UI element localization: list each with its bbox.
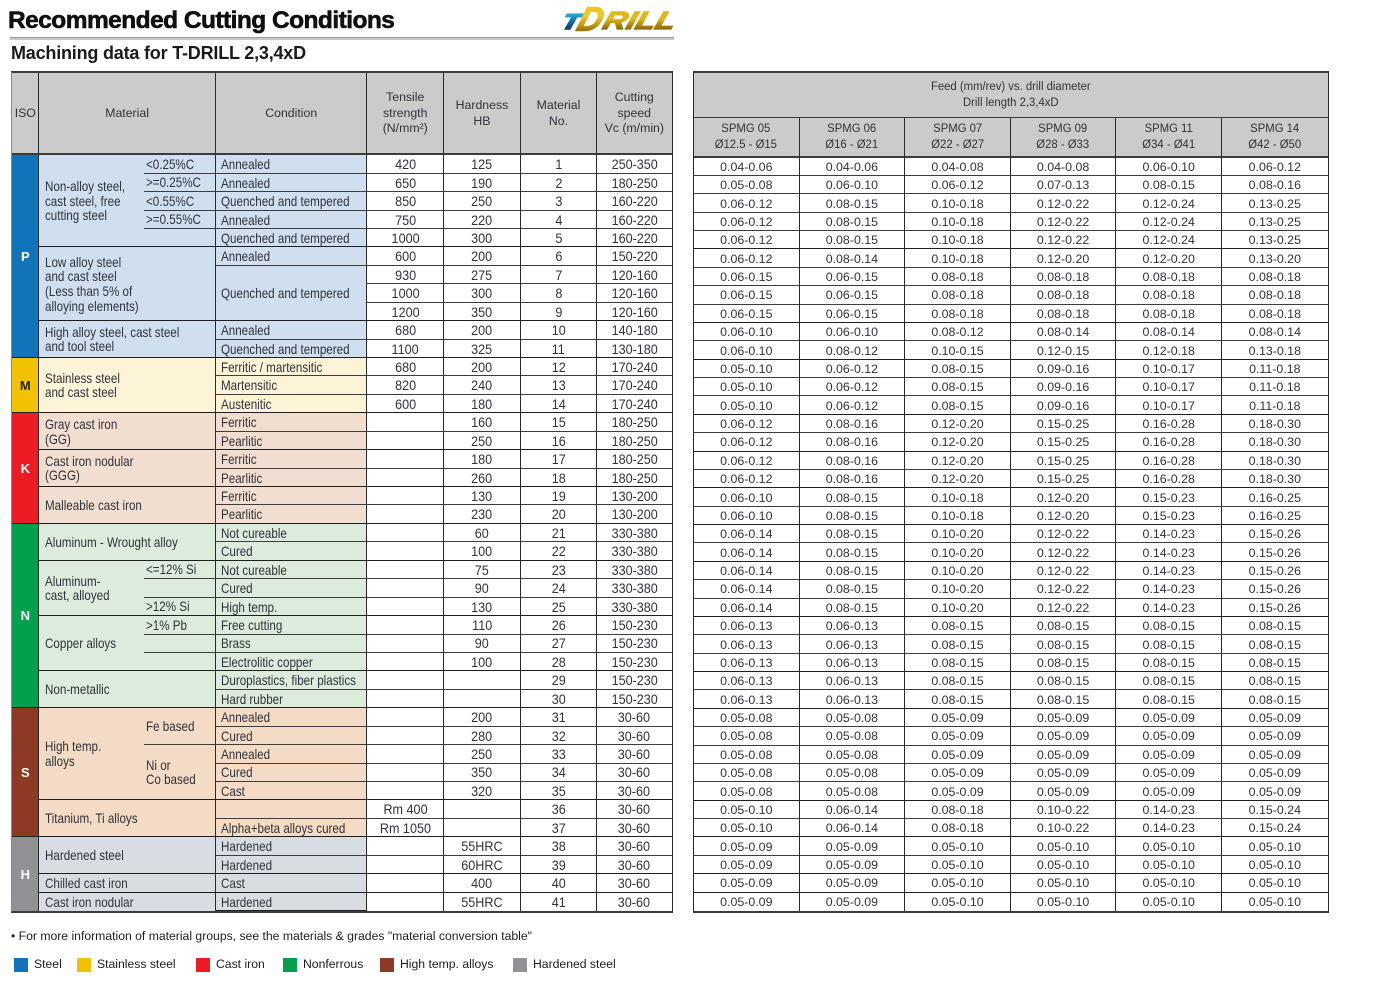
svg-text:RILL: RILL — [600, 7, 680, 34]
